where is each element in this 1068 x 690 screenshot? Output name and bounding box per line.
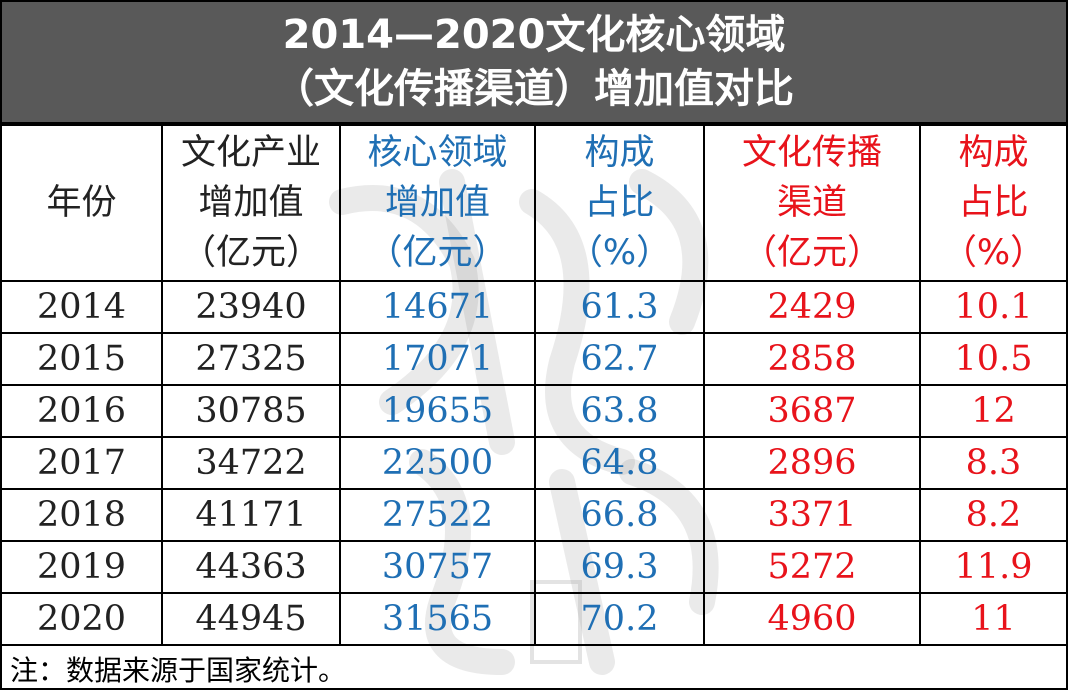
industry-value-cell: 44363: [161, 540, 341, 594]
table-row: 2019 44363 30757 69.3 5272 11.9: [2, 540, 1066, 594]
core-share-cell: 63.8: [534, 384, 705, 438]
core-share-cell: 62.7: [534, 332, 705, 386]
channel-value-cell: 3371: [703, 488, 921, 542]
header-year: 年份: [2, 124, 163, 282]
table-body: 2014 23940 14671 61.3 2429 10.1 2015 27325 17071…: [2, 280, 1066, 646]
table-row: 2017 34722 22500 64.8 2896 8.3: [2, 436, 1066, 490]
year-cell: 2017: [2, 436, 163, 490]
channel-share-cell: 11: [919, 592, 1066, 646]
core-share-cell: 64.8: [534, 436, 705, 490]
industry-value-cell: 30785: [161, 384, 341, 438]
core-value-cell: 31565: [339, 592, 536, 646]
core-value-cell: 17071: [339, 332, 536, 386]
table-row: 2016 30785 19655 63.8 3687 12: [2, 384, 1066, 438]
table-row: 2018 41171 27522 66.8 3371 8.2: [2, 488, 1066, 542]
channel-value-cell: 2429: [703, 280, 921, 334]
channel-value-cell: 2858: [703, 332, 921, 386]
core-value-cell: 27522: [339, 488, 536, 542]
table-row: 2020 44945 31565 70.2 4960 11: [2, 592, 1066, 646]
header-industry-line-3: （亿元）: [180, 233, 321, 273]
header-industry-value: 文化产业 增加值 （亿元）: [161, 124, 341, 282]
header-channel-share-line-1: 构成: [958, 133, 1029, 173]
header-core-share: 构成 占比 （%）: [534, 124, 705, 282]
header-channel-line-3: （亿元）: [741, 233, 882, 273]
channel-share-cell: 10.1: [919, 280, 1066, 334]
header-channel-line-2: 渠道: [776, 183, 847, 223]
data-table: 年份 文化产业 增加值 （亿元） 核心领域 增加值 （亿元） 构成 占比 （%）: [2, 124, 1066, 646]
header-channel-share: 构成 占比 （%）: [919, 124, 1066, 282]
core-value-cell: 30757: [339, 540, 536, 594]
header-core-value: 核心领域 增加值 （亿元）: [339, 124, 536, 282]
title-line-2: （文化传播渠道）增加值对比: [274, 66, 794, 112]
channel-value-cell: 4960: [703, 592, 921, 646]
channel-value-cell: 3687: [703, 384, 921, 438]
year-cell: 2016: [2, 384, 163, 438]
core-share-cell: 69.3: [534, 540, 705, 594]
industry-value-cell: 27325: [161, 332, 341, 386]
header-channel-value: 文化传播 渠道 （亿元）: [703, 124, 921, 282]
header-year-line-1: 年份: [46, 183, 117, 223]
industry-value-cell: 44945: [161, 592, 341, 646]
header-channel-share-line-3: （%）: [941, 233, 1046, 273]
year-cell: 2019: [2, 540, 163, 594]
channel-value-cell: 2896: [703, 436, 921, 490]
channel-share-cell: 11.9: [919, 540, 1066, 594]
channel-share-cell: 10.5: [919, 332, 1066, 386]
core-value-cell: 14671: [339, 280, 536, 334]
core-value-cell: 19655: [339, 384, 536, 438]
industry-value-cell: 34722: [161, 436, 341, 490]
year-cell: 2015: [2, 332, 163, 386]
header-core-line-3: （亿元）: [367, 233, 508, 273]
core-share-cell: 66.8: [534, 488, 705, 542]
channel-share-cell: 12: [919, 384, 1066, 438]
header-core-share-line-2: 占比: [584, 183, 655, 223]
header-channel-line-1: 文化传播: [741, 133, 882, 173]
channel-value-cell: 5272: [703, 540, 921, 594]
header-row: 年份 文化产业 增加值 （亿元） 核心领域 增加值 （亿元） 构成 占比 （%）: [2, 124, 1066, 282]
header-industry-line-1: 文化产业: [180, 133, 321, 173]
year-cell: 2014: [2, 280, 163, 334]
channel-share-cell: 8.3: [919, 436, 1066, 490]
channel-share-cell: 8.2: [919, 488, 1066, 542]
core-share-cell: 70.2: [534, 592, 705, 646]
table-row: 2014 23940 14671 61.3 2429 10.1: [2, 280, 1066, 334]
year-cell: 2020: [2, 592, 163, 646]
header-industry-line-2: 增加值: [198, 183, 304, 223]
core-share-cell: 61.3: [534, 280, 705, 334]
header-channel-share-line-2: 占比: [958, 183, 1029, 223]
core-value-cell: 22500: [339, 436, 536, 490]
year-cell: 2018: [2, 488, 163, 542]
table-title: 2014—2020文化核心领域 （文化传播渠道）增加值对比: [2, 2, 1066, 124]
industry-value-cell: 41171: [161, 488, 341, 542]
header-core-line-2: 增加值: [384, 183, 490, 223]
header-core-share-line-1: 构成: [584, 133, 655, 173]
industry-value-cell: 23940: [161, 280, 341, 334]
header-core-share-line-3: （%）: [567, 233, 672, 273]
header-core-line-1: 核心领域: [367, 133, 508, 173]
title-line-1: 2014—2020文化核心领域: [282, 12, 786, 58]
source-note: 注：数据来源于国家统计。: [10, 653, 347, 687]
table-row: 2015 27325 17071 62.7 2858 10.5: [2, 332, 1066, 386]
